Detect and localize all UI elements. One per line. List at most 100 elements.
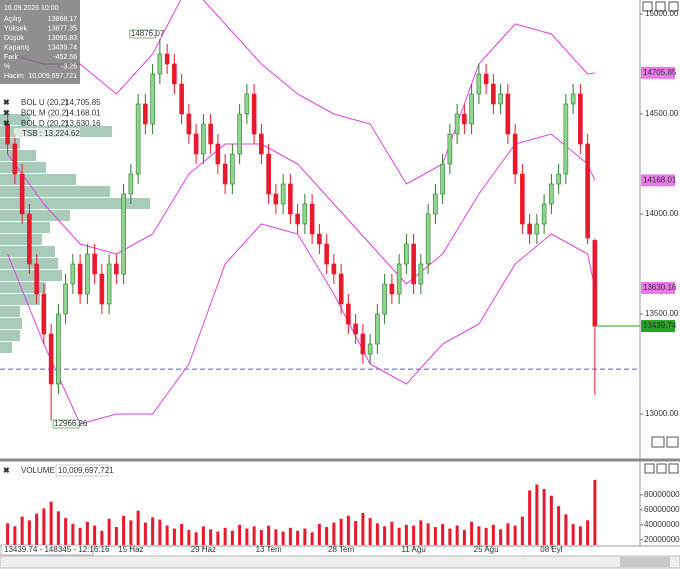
candle-body bbox=[389, 283, 395, 295]
volume-bar bbox=[20, 516, 24, 545]
tool-button[interactable] bbox=[668, 1, 679, 12]
volume-bar bbox=[13, 526, 17, 545]
volume-bar bbox=[557, 506, 561, 545]
candle-body bbox=[469, 93, 474, 125]
volume-y-tick-label: 4000000000 bbox=[644, 520, 680, 529]
tool-button[interactable] bbox=[651, 436, 665, 448]
tool-button[interactable] bbox=[644, 463, 655, 474]
candle-body bbox=[143, 103, 148, 125]
volume-bar bbox=[484, 527, 488, 545]
candle-body bbox=[404, 243, 409, 265]
volume-bar bbox=[35, 513, 39, 545]
volume-bar bbox=[586, 520, 590, 545]
volume-bar bbox=[136, 510, 140, 545]
candle-body bbox=[273, 193, 279, 205]
candle-body bbox=[454, 113, 460, 135]
legend-name: BOL U (20,2) bbox=[21, 98, 68, 107]
volume-bar bbox=[194, 532, 198, 545]
legend-icon[interactable]: ✖ bbox=[3, 119, 10, 128]
volume-legend-icon[interactable]: ✖ bbox=[3, 466, 10, 475]
candle-body bbox=[5, 123, 10, 145]
tsb-legend-bg bbox=[14, 128, 80, 138]
candle-body bbox=[295, 213, 300, 225]
candle-body bbox=[251, 93, 257, 135]
volume-bar bbox=[477, 526, 481, 545]
candle-body bbox=[527, 223, 532, 235]
tool-button[interactable] bbox=[655, 1, 666, 12]
tool-button[interactable] bbox=[666, 436, 679, 448]
scroll-thumb[interactable] bbox=[620, 557, 670, 567]
volume-bar bbox=[564, 514, 568, 545]
candle-body bbox=[99, 273, 105, 305]
info-bg bbox=[0, 0, 80, 84]
y-tick-label: 14000.00 bbox=[645, 209, 679, 218]
info-value: 13868.17 bbox=[48, 16, 77, 23]
volume-bar bbox=[593, 479, 597, 545]
volume-bar bbox=[535, 484, 539, 545]
profile-bar bbox=[0, 162, 46, 173]
status-text: 13439.74 - 148345 - 12:16:16 bbox=[4, 545, 110, 554]
candle-body bbox=[63, 283, 68, 315]
candle-body bbox=[375, 313, 380, 345]
candle-body bbox=[77, 263, 83, 295]
candle-body bbox=[48, 333, 54, 385]
tool-button[interactable] bbox=[668, 463, 679, 474]
volume-bar bbox=[375, 523, 379, 545]
tool-button[interactable] bbox=[656, 463, 667, 474]
x-tick-label: 28 Tem bbox=[328, 545, 354, 554]
bollinger-tag-label: 14705.85 bbox=[643, 68, 677, 77]
candle-body bbox=[418, 263, 424, 285]
candle-body bbox=[266, 153, 271, 195]
candle-body bbox=[570, 93, 576, 105]
candle-body bbox=[549, 183, 554, 205]
volume-legend-name: VOLUME bbox=[21, 466, 55, 475]
candle-body bbox=[425, 213, 431, 265]
candle-body bbox=[498, 93, 503, 105]
y-tick-label: 13500.00 bbox=[645, 309, 679, 318]
candle-body bbox=[396, 263, 402, 295]
candle-body bbox=[193, 133, 199, 155]
candle-body bbox=[85, 253, 90, 295]
y-tick-label: 14500.00 bbox=[645, 109, 679, 118]
candle-body bbox=[34, 263, 39, 295]
volume-bar bbox=[143, 522, 147, 545]
volume-bar bbox=[274, 529, 278, 545]
candle-body bbox=[331, 263, 337, 275]
profile-bar bbox=[0, 318, 22, 329]
legend-value: 13,630.16 bbox=[65, 119, 101, 128]
info-value: 13095.83 bbox=[48, 35, 77, 42]
volume-bar bbox=[201, 526, 205, 545]
volume-bar bbox=[223, 527, 227, 545]
volume-bar bbox=[49, 501, 53, 545]
volume-bar bbox=[296, 530, 300, 545]
volume-bar bbox=[122, 515, 126, 545]
profile-bar bbox=[0, 294, 40, 305]
volume-bar bbox=[513, 525, 517, 545]
candle-body bbox=[230, 153, 235, 185]
info-label: Hacim bbox=[4, 73, 24, 80]
volume-bar bbox=[288, 527, 292, 545]
bollinger-line bbox=[7, 133, 596, 285]
candle-body bbox=[462, 113, 467, 125]
volume-bar bbox=[325, 527, 329, 545]
y-tick-label: 13000.00 bbox=[645, 409, 679, 418]
volume-bar bbox=[85, 521, 89, 545]
volume-bar bbox=[64, 518, 68, 545]
tool-button[interactable] bbox=[642, 1, 653, 12]
volume-bar bbox=[6, 523, 10, 545]
candle-body bbox=[179, 83, 184, 115]
volume-bar bbox=[462, 530, 466, 545]
volume-bar bbox=[42, 508, 46, 545]
scrollbar[interactable] bbox=[0, 555, 680, 569]
candle-body bbox=[592, 240, 598, 327]
volume-bar bbox=[390, 521, 394, 545]
info-label: Yüksek bbox=[4, 25, 27, 32]
legend-icon[interactable]: ✖ bbox=[3, 98, 10, 107]
high-box bbox=[129, 29, 157, 39]
legend-icon[interactable]: ✖ bbox=[3, 109, 10, 118]
profile-bar bbox=[0, 186, 110, 197]
volume-bar bbox=[114, 527, 118, 545]
close-tag-label: 13439.74 bbox=[643, 321, 677, 330]
volume-bar bbox=[368, 518, 372, 545]
candle-body bbox=[201, 123, 206, 155]
